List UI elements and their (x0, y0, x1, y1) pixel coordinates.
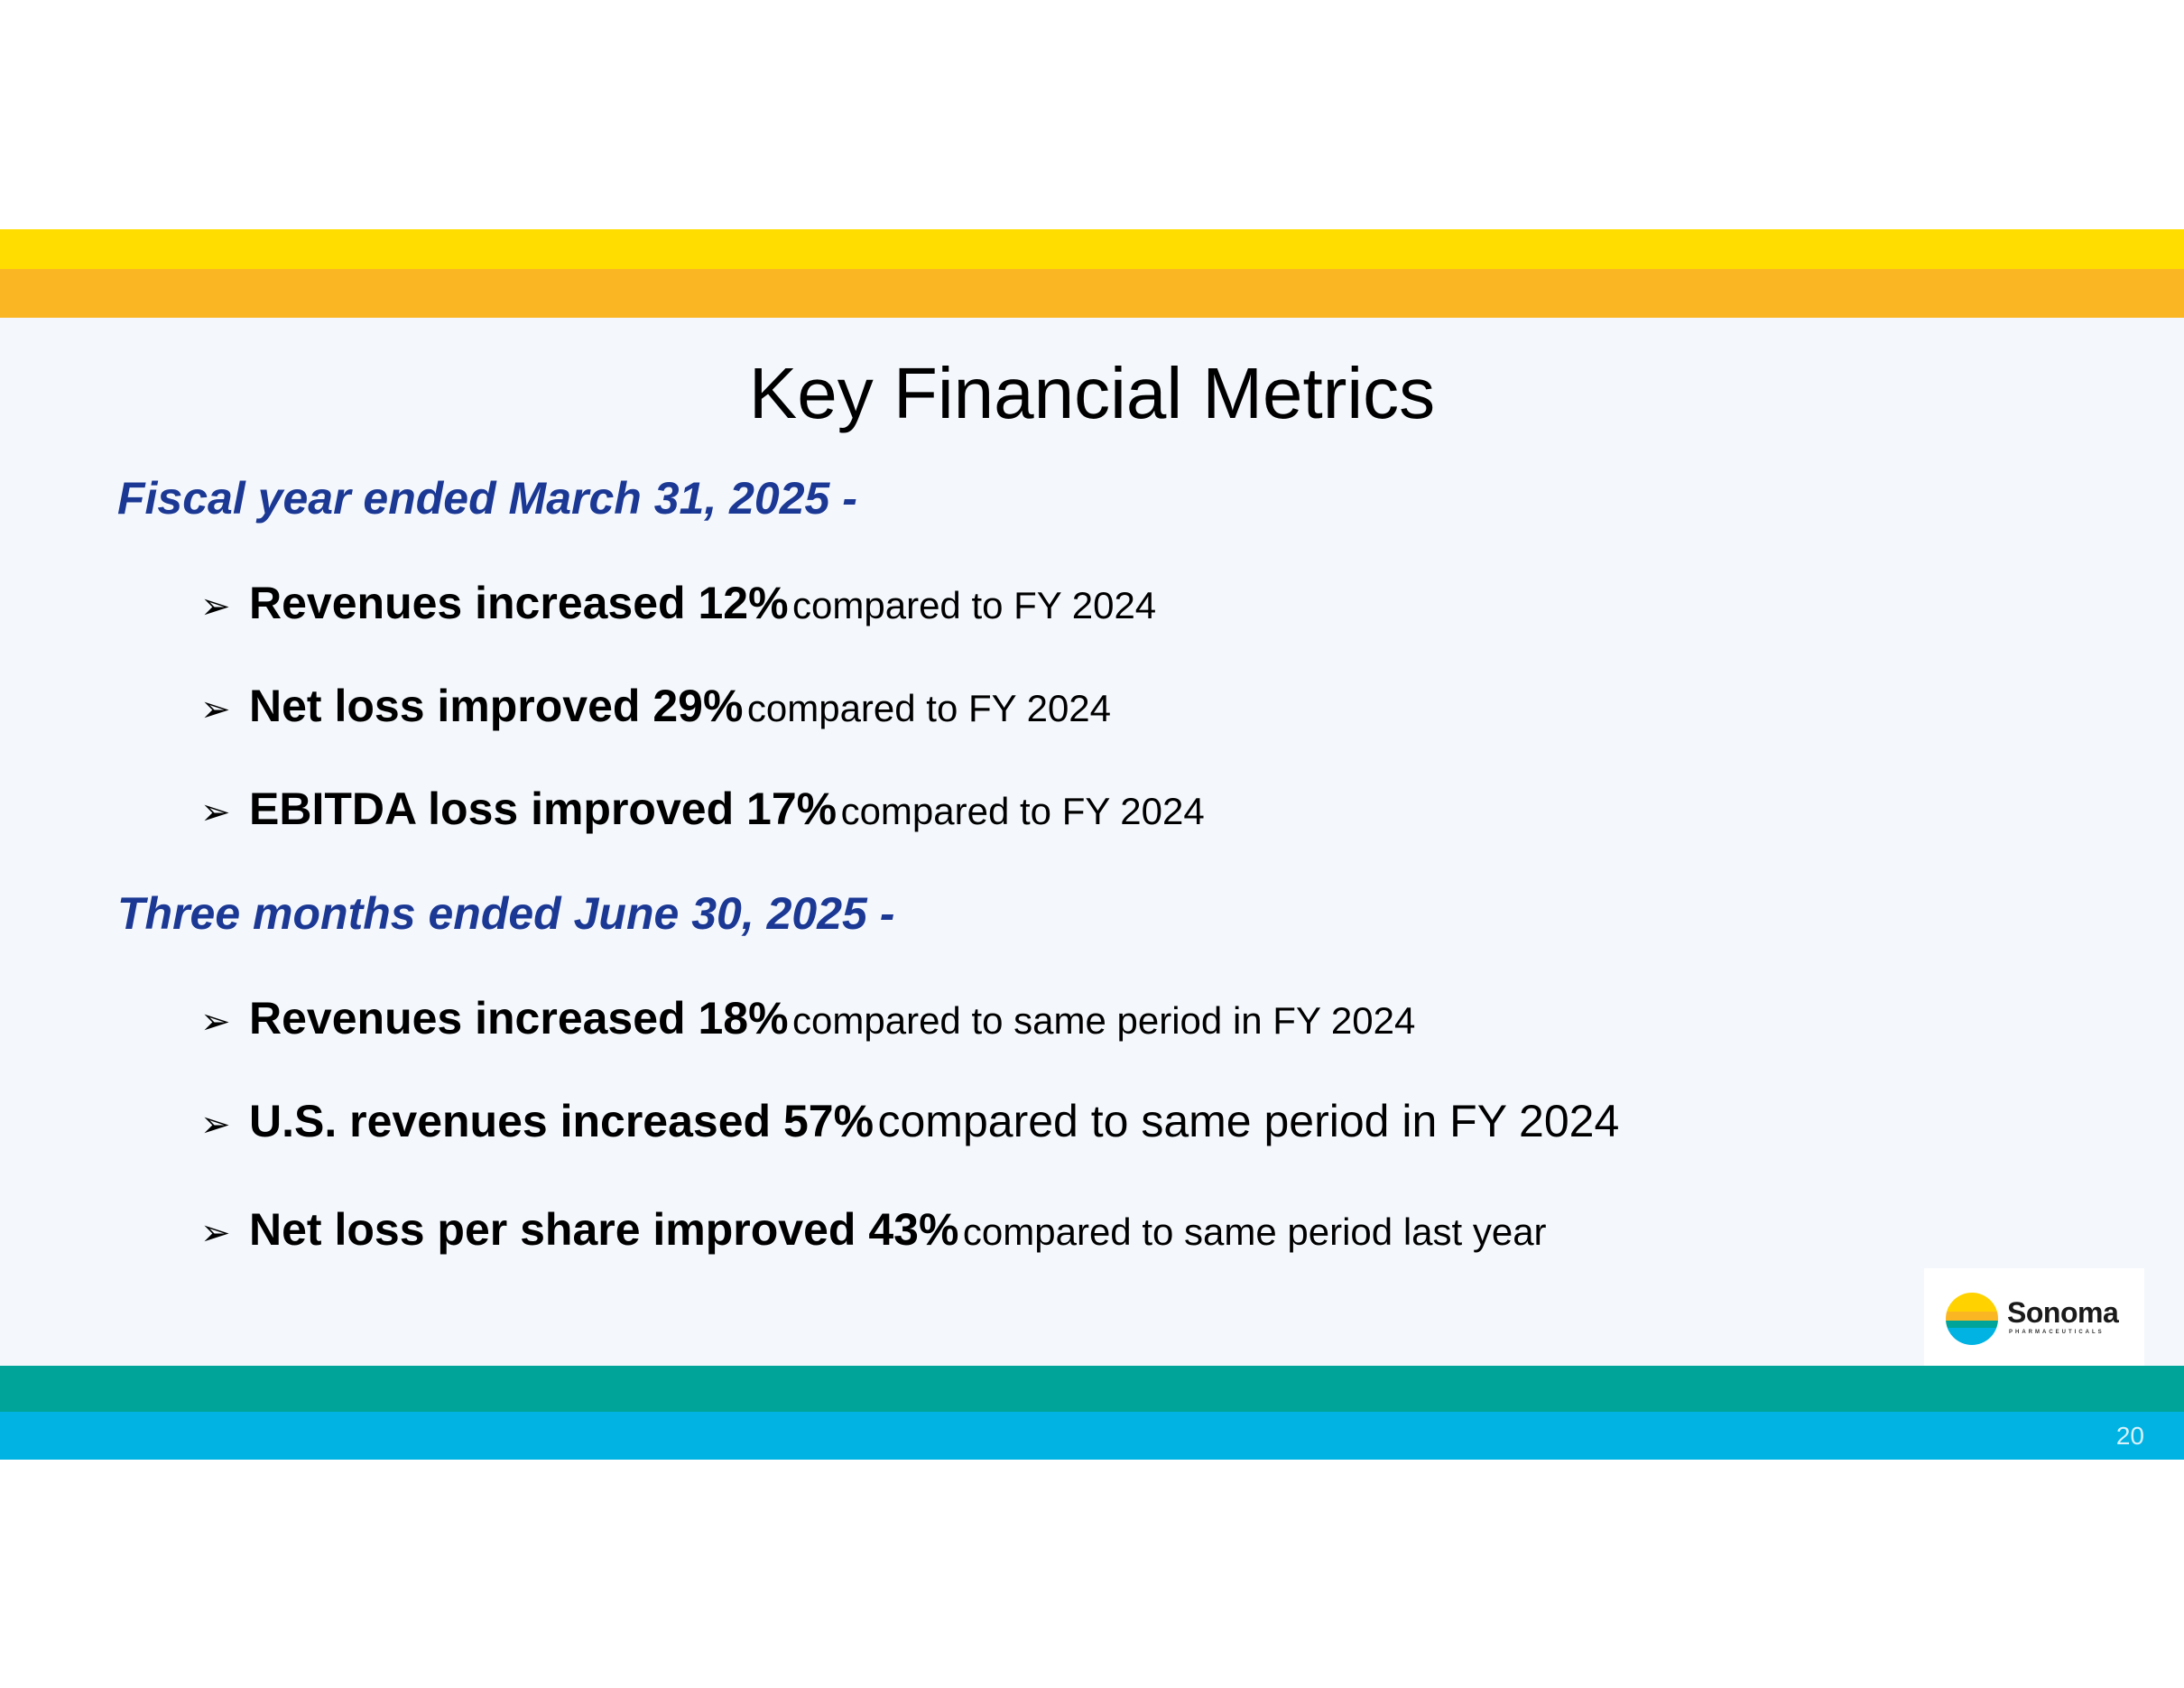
company-logo: Sonoma PHARMACEUTICALS (1924, 1268, 2144, 1366)
arrow-bullet-icon: ➢ (200, 1105, 231, 1145)
bullet-strong-text: EBITDA loss improved 17% (249, 784, 838, 834)
bullet-rest-text: compared to FY 2024 (840, 790, 1205, 832)
page-number: 20 (2115, 1422, 2144, 1450)
bullet-item: ➢ Revenues increased 12% compared to FY 2… (200, 576, 1156, 642)
bullet-rest-text: compared to FY 2024 (746, 687, 1112, 729)
bullet-rest-text: compared to same period in FY 2024 (877, 1096, 1620, 1146)
arrow-bullet-icon: ➢ (200, 690, 231, 729)
bullet-strong-text: Revenues increased 18% (249, 993, 789, 1043)
arrow-bullet-icon: ➢ (200, 1213, 231, 1253)
arrow-bullet-icon: ➢ (200, 1002, 231, 1042)
bullet-rest-text: compared to same period last year (962, 1210, 1547, 1253)
bottom-teal-band (0, 1366, 2184, 1412)
arrow-bullet-icon: ➢ (200, 793, 231, 832)
bullet-rest-text: compared to FY 2024 (792, 584, 1157, 626)
top-yellow-band (0, 229, 2184, 269)
bullet-strong-text: Net loss improved 29% (249, 681, 744, 731)
top-orange-band (0, 269, 2184, 318)
bullet-item: ➢ Revenues increased 18% compared to same… (200, 991, 1415, 1057)
bullet-strong-text: Net loss per share improved 43% (249, 1204, 959, 1255)
bullet-item: ➢ Net loss per share improved 43% compare… (200, 1202, 1547, 1268)
bullet-item: ➢ U.S. revenues increased 57% compared to… (200, 1094, 1619, 1160)
slide-body (0, 318, 2184, 1366)
arrow-bullet-icon: ➢ (200, 587, 231, 626)
bullet-item: ➢ EBITDA loss improved 17% compared to FY… (200, 782, 1205, 848)
bullet-strong-text: Revenues increased 12% (249, 578, 789, 628)
bullet-strong-text: U.S. revenues increased 57% (249, 1096, 875, 1146)
bottom-cyan-band (0, 1412, 2184, 1460)
bullet-rest-text: compared to same period in FY 2024 (792, 999, 1416, 1042)
logo-wordmark: Sonoma (2007, 1296, 2119, 1329)
section-heading-fiscal-year: Fiscal year ended March 31, 2025 - (117, 473, 857, 524)
section-heading-three-months: Three months ended June 30, 2025 - (117, 888, 895, 939)
sonoma-sun-icon (1946, 1293, 1998, 1345)
bullet-item: ➢ Net loss improved 29% compared to FY 20… (200, 679, 1111, 745)
logo-tagline: PHARMACEUTICALS (2009, 1330, 2105, 1335)
slide-title: Key Financial Metrics (748, 353, 1436, 433)
